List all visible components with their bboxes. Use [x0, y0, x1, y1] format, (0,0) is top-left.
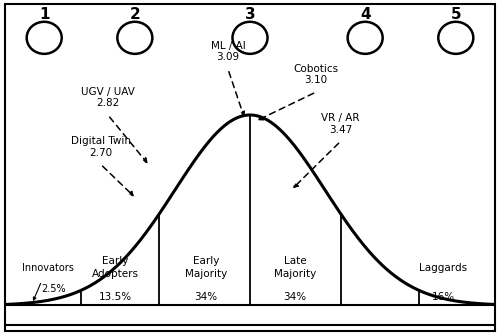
Text: 34%: 34% — [284, 292, 306, 302]
Text: Laggards: Laggards — [420, 263, 468, 273]
Text: Late
Majority: Late Majority — [274, 256, 316, 279]
Text: 16%: 16% — [432, 292, 455, 302]
Text: 3: 3 — [244, 7, 256, 22]
Text: Early
Adopters: Early Adopters — [92, 256, 139, 279]
Text: 13.5%: 13.5% — [98, 292, 132, 302]
Text: 4: 4 — [360, 7, 370, 22]
Text: ML / AI
3.09: ML / AI 3.09 — [210, 41, 246, 62]
Text: 2: 2 — [130, 7, 140, 22]
Text: Early
Majority: Early Majority — [185, 256, 227, 279]
Text: Digital Twin
2.70: Digital Twin 2.70 — [70, 136, 130, 158]
Text: VR / AR
3.47: VR / AR 3.47 — [322, 113, 360, 135]
Text: 1: 1 — [39, 7, 50, 22]
Text: 5: 5 — [450, 7, 461, 22]
Text: 2.5%: 2.5% — [42, 284, 66, 294]
Text: 34%: 34% — [194, 292, 218, 302]
Text: Innovators: Innovators — [22, 263, 74, 273]
Text: UGV / UAV
2.82: UGV / UAV 2.82 — [81, 87, 135, 109]
Text: Cobotics
3.10: Cobotics 3.10 — [294, 64, 339, 85]
